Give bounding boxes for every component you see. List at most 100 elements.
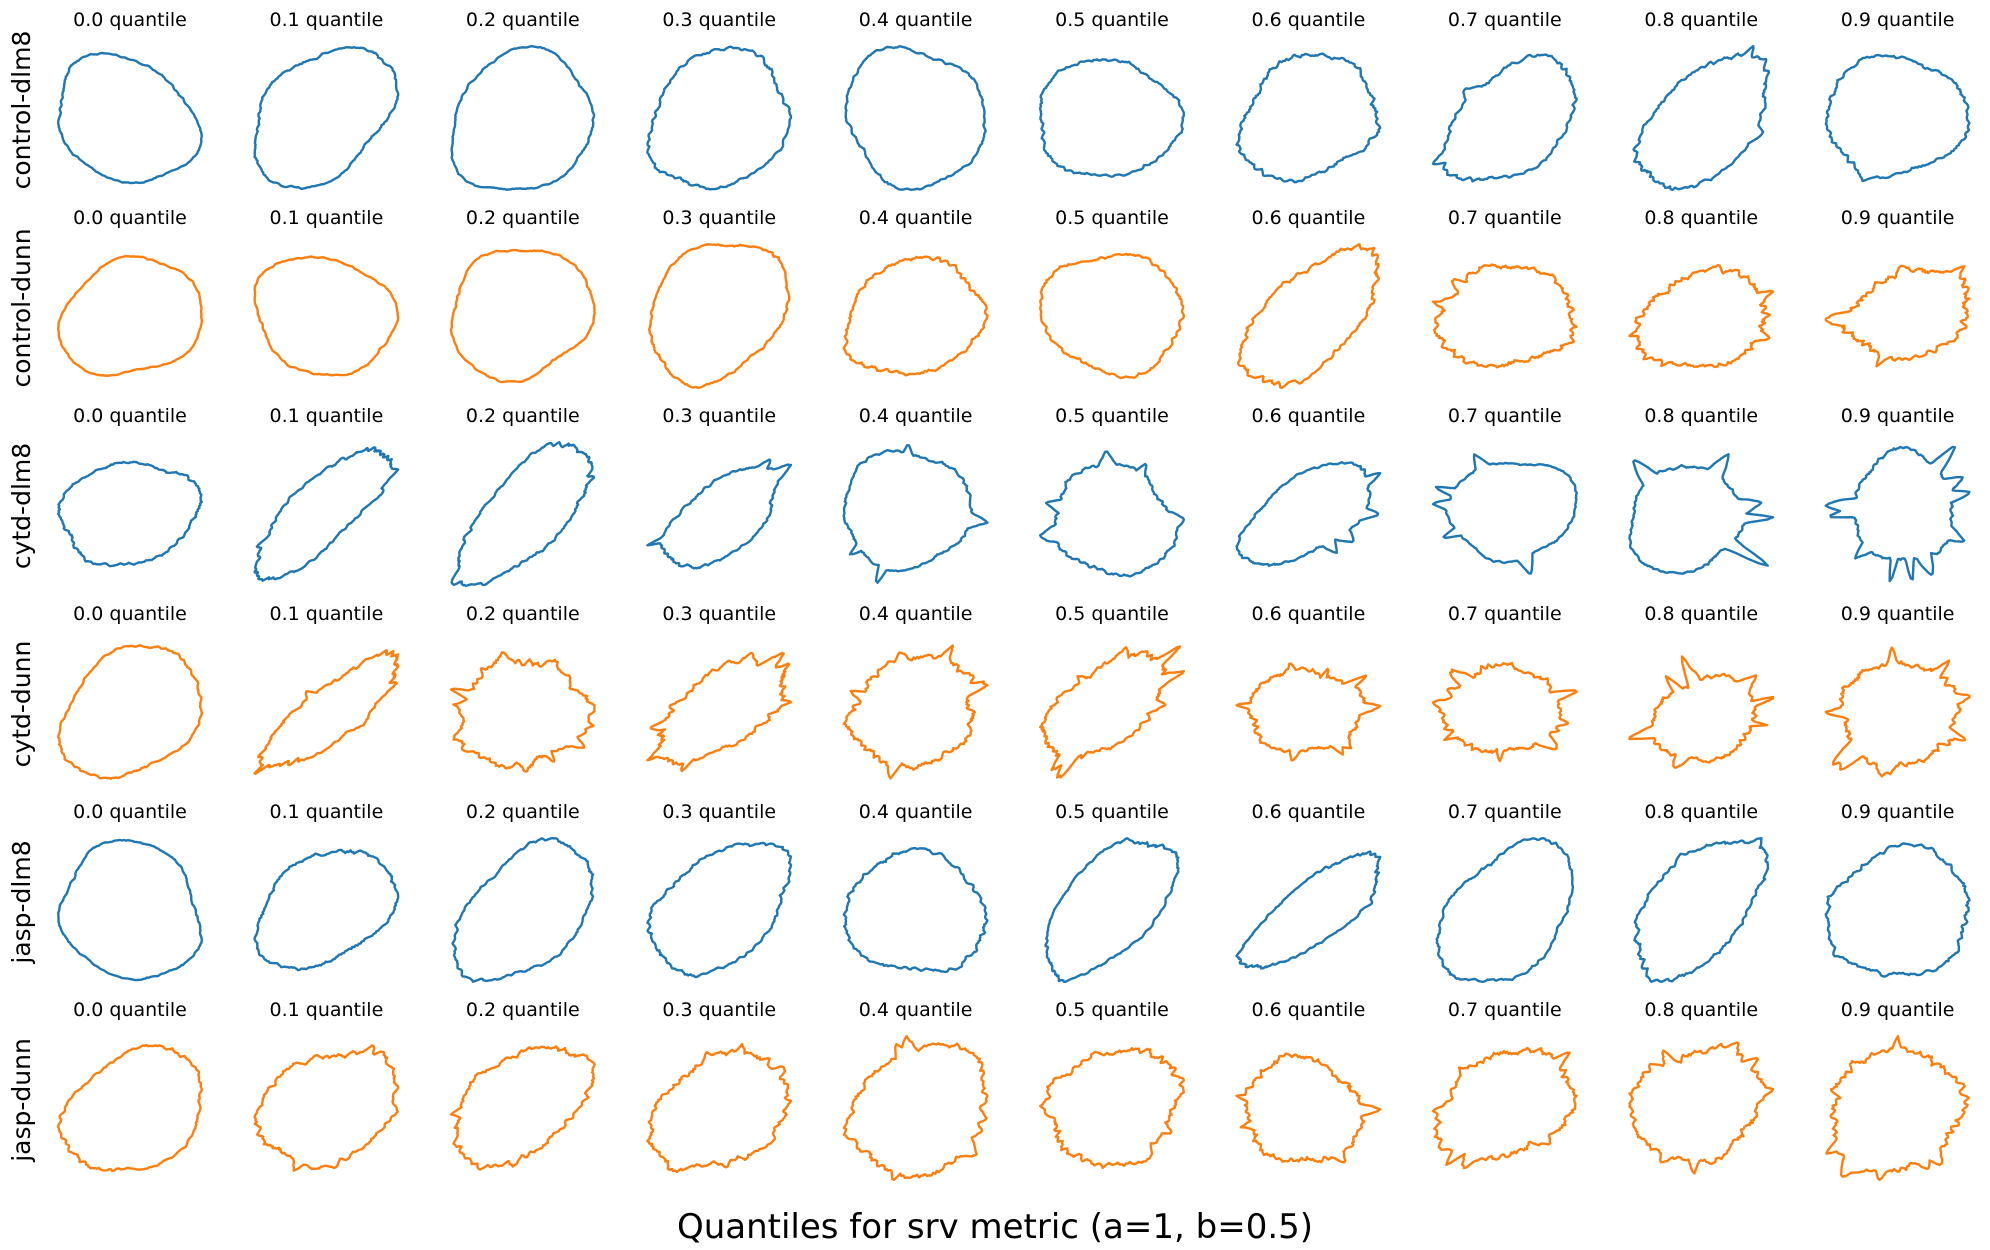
row-label-cytd-dlm8: cytd-dlm8 bbox=[7, 443, 36, 569]
cell-shape-jasp-dlm8-q0 bbox=[57, 838, 203, 982]
panel-title: 0.3 quantile bbox=[662, 801, 776, 823]
cell-shape-jasp-dlm8-q1 bbox=[253, 848, 400, 972]
cell-shape-control-dunn-q1 bbox=[253, 255, 400, 377]
panel-title: 0.7 quantile bbox=[1448, 801, 1562, 823]
panel-title: 0.8 quantile bbox=[1644, 999, 1758, 1021]
panel-title: 0.8 quantile bbox=[1644, 603, 1758, 625]
cell-shape-control-dlm8-q8 bbox=[1632, 45, 1771, 191]
cell-shape-cytd-dunn-q6 bbox=[1235, 662, 1382, 762]
panel-title: 0.8 quantile bbox=[1644, 801, 1758, 823]
panel-title: 0.6 quantile bbox=[1252, 207, 1366, 229]
cell-shape-cytd-dunn-q5 bbox=[1039, 645, 1185, 779]
cell-shape-cytd-dunn-q9 bbox=[1824, 646, 1971, 778]
panel-title: 0.0 quantile bbox=[73, 9, 187, 31]
panel-title: 0.6 quantile bbox=[1252, 603, 1366, 625]
cell-shape-cytd-dlm8-q5 bbox=[1039, 450, 1185, 578]
cell-shape-control-dunn-q5 bbox=[1039, 252, 1185, 380]
panel-title: 0.9 quantile bbox=[1841, 603, 1955, 625]
cell-shape-cytd-dunn-q8 bbox=[1628, 655, 1775, 769]
cell-shape-jasp-dlm8-q3 bbox=[646, 841, 793, 979]
panel-title: 0.2 quantile bbox=[466, 801, 580, 823]
panel-title: 0.1 quantile bbox=[270, 405, 384, 427]
panel-title: 0.1 quantile bbox=[270, 603, 384, 625]
panel-title: 0.0 quantile bbox=[73, 405, 187, 427]
row-label-control-dlm8: control-dlm8 bbox=[7, 31, 36, 190]
panel-title: 0.9 quantile bbox=[1841, 999, 1955, 1021]
panel-title: 0.0 quantile bbox=[73, 603, 187, 625]
panel-title: 0.9 quantile bbox=[1841, 405, 1955, 427]
cell-shape-cytd-dunn-q1 bbox=[253, 649, 400, 775]
cell-shape-control-dlm8-q0 bbox=[57, 51, 203, 185]
cell-shape-cytd-dunn-q4 bbox=[842, 644, 989, 780]
cell-shape-cytd-dunn-q2 bbox=[449, 651, 596, 773]
cell-shape-jasp-dunn-q4 bbox=[842, 1035, 989, 1181]
cell-shape-control-dunn-q9 bbox=[1824, 264, 1971, 368]
panel-title: 0.5 quantile bbox=[1055, 207, 1169, 229]
cell-shape-control-dlm8-q5 bbox=[1039, 58, 1185, 178]
panel-title: 0.8 quantile bbox=[1644, 207, 1758, 229]
panel-title: 0.9 quantile bbox=[1841, 9, 1955, 31]
panel-title: 0.2 quantile bbox=[466, 207, 580, 229]
panel-title: 0.1 quantile bbox=[270, 999, 384, 1021]
cell-shape-jasp-dunn-q0 bbox=[57, 1043, 203, 1173]
panel-title: 0.8 quantile bbox=[1644, 9, 1758, 31]
panel-title: 0.6 quantile bbox=[1252, 9, 1366, 31]
cell-shape-control-dlm8-q1 bbox=[253, 45, 400, 191]
panel-title: 0.2 quantile bbox=[466, 9, 580, 31]
panel-title: 0.7 quantile bbox=[1448, 207, 1562, 229]
cell-shape-control-dlm8-q3 bbox=[646, 45, 793, 191]
panel-title: 0.3 quantile bbox=[662, 999, 776, 1021]
row-label-control-dunn: control-dunn bbox=[7, 228, 36, 387]
cell-shape-jasp-dunn-q2 bbox=[449, 1045, 596, 1171]
cell-shape-jasp-dunn-q1 bbox=[253, 1044, 400, 1172]
cell-shape-cytd-dlm8-q7 bbox=[1431, 453, 1578, 575]
cell-shape-control-dunn-q0 bbox=[57, 254, 203, 378]
panel-title: 0.0 quantile bbox=[73, 207, 187, 229]
panel-title: 0.4 quantile bbox=[859, 801, 973, 823]
cell-shape-jasp-dunn-q9 bbox=[1825, 1035, 1970, 1181]
cell-shape-jasp-dlm8-q5 bbox=[1044, 837, 1180, 983]
row-label-jasp-dunn: jasp-dunn bbox=[7, 1038, 36, 1163]
cell-shape-jasp-dunn-q3 bbox=[646, 1042, 793, 1174]
cell-shape-jasp-dlm8-q8 bbox=[1633, 837, 1770, 983]
panel-title: 0.4 quantile bbox=[859, 999, 973, 1021]
cell-shape-cytd-dlm8-q6 bbox=[1235, 461, 1382, 567]
row-label-cytd-dunn: cytd-dunn bbox=[7, 641, 36, 768]
panel-title: 0.5 quantile bbox=[1055, 405, 1169, 427]
figure-title: Quantiles for srv metric (a=1, b=0.5) bbox=[677, 1207, 1313, 1247]
panel-title: 0.9 quantile bbox=[1841, 801, 1955, 823]
panel-title: 0.7 quantile bbox=[1448, 603, 1562, 625]
cell-shape-jasp-dlm8-q4 bbox=[842, 846, 989, 974]
cell-shape-control-dlm8-q6 bbox=[1235, 52, 1382, 184]
panel-grid: control-dlm8 0.0 quantile 0.1 quantile 0.2 … bbox=[7, 9, 1971, 1181]
panel-title: 0.2 quantile bbox=[466, 999, 580, 1021]
cell-shape-control-dunn-q3 bbox=[647, 243, 791, 389]
cell-shape-control-dlm8-q9 bbox=[1824, 53, 1971, 183]
panel-title: 0.4 quantile bbox=[859, 9, 973, 31]
panel-title: 0.2 quantile bbox=[466, 603, 580, 625]
cell-shape-jasp-dunn-q6 bbox=[1235, 1052, 1382, 1164]
row-label-jasp-dlm8: jasp-dlm8 bbox=[7, 840, 36, 964]
cell-shape-jasp-dlm8-q6 bbox=[1235, 850, 1382, 970]
cell-shape-jasp-dunn-q5 bbox=[1039, 1047, 1185, 1169]
panel-title: 0.4 quantile bbox=[859, 603, 973, 625]
cell-shape-cytd-dlm8-q9 bbox=[1824, 445, 1971, 583]
cell-shape-cytd-dlm8-q2 bbox=[450, 441, 596, 587]
panel-title: 0.2 quantile bbox=[466, 405, 580, 427]
cell-shape-cytd-dunn-q3 bbox=[646, 651, 793, 773]
cell-shape-cytd-dlm8-q3 bbox=[646, 458, 793, 570]
cell-shape-cytd-dunn-q0 bbox=[57, 644, 203, 780]
panel-title: 0.6 quantile bbox=[1252, 801, 1366, 823]
cell-shape-control-dunn-q6 bbox=[1236, 243, 1380, 389]
panel-title: 0.6 quantile bbox=[1252, 999, 1366, 1021]
cell-shape-jasp-dlm8-q7 bbox=[1435, 837, 1575, 983]
cell-shape-cytd-dlm8-q0 bbox=[57, 460, 203, 568]
panel-title: 0.3 quantile bbox=[662, 603, 776, 625]
cell-shape-cytd-dlm8-q8 bbox=[1628, 453, 1775, 575]
panel-title: 0.0 quantile bbox=[73, 999, 187, 1021]
panel-title: 0.5 quantile bbox=[1055, 603, 1169, 625]
panel-title: 0.4 quantile bbox=[859, 405, 973, 427]
cell-shape-jasp-dunn-q8 bbox=[1628, 1041, 1775, 1175]
cell-shape-jasp-dlm8-q2 bbox=[451, 837, 595, 983]
panel-title: 0.3 quantile bbox=[662, 207, 776, 229]
